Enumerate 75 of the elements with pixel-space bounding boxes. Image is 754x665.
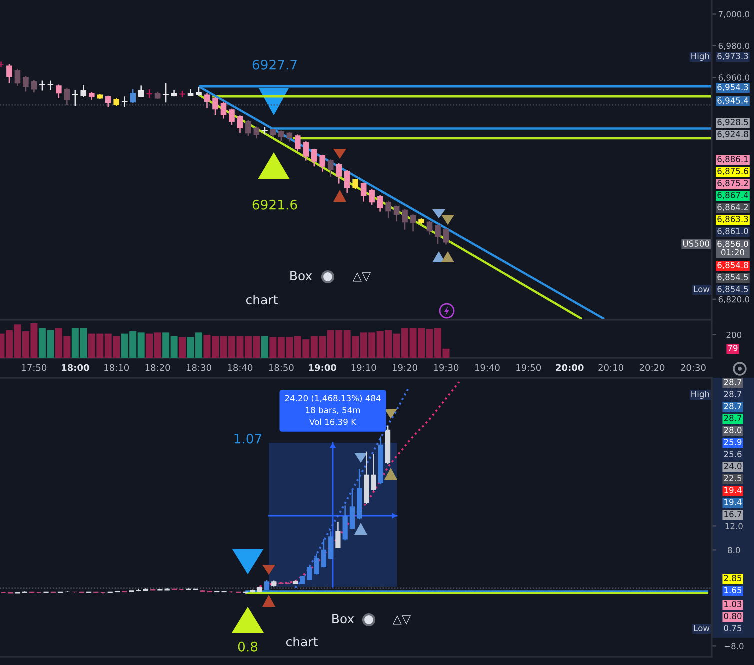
text: 28.7 bbox=[724, 391, 742, 398]
text: 6,854.5 bbox=[718, 274, 748, 282]
text: 6,861.0 bbox=[718, 228, 748, 236]
annotation: △▽ bbox=[392, 616, 412, 625]
annotation: 24.20 (1,468.13%) 484 18 bars, 54m Vol 16.39 K bbox=[285, 395, 381, 426]
annotation: chart bbox=[286, 636, 318, 647]
annotation: 6921.6 bbox=[252, 200, 298, 210]
x-tick-label: 20:10 bbox=[598, 364, 624, 372]
text: 28.7 bbox=[724, 379, 742, 386]
annotation: High bbox=[692, 52, 710, 62]
text: 6,973.3 bbox=[718, 53, 748, 60]
text: 22.5 bbox=[724, 475, 742, 482]
text: 0.80 bbox=[724, 613, 742, 620]
text: 28.7 bbox=[724, 415, 742, 422]
x-tick-label: 20:00 bbox=[556, 364, 584, 372]
y-tick-label: 7,000.0 bbox=[718, 11, 750, 18]
y-tick-label: 6,820.0 bbox=[718, 296, 750, 304]
x-tick-label: 18:00 bbox=[62, 364, 90, 372]
text: 6,875.2 bbox=[718, 180, 748, 188]
text: 6,867.4 bbox=[718, 192, 748, 200]
y-tick-label: 12.0 bbox=[726, 523, 743, 530]
annotation: High bbox=[692, 390, 710, 400]
text: 25.9 bbox=[724, 439, 742, 446]
annotation: 1.07 bbox=[234, 434, 262, 444]
x-tick-label: 18:20 bbox=[146, 364, 170, 372]
x-tick-label: 19:20 bbox=[393, 364, 418, 372]
annotation: US500 bbox=[683, 240, 710, 247]
text: 0.75 bbox=[724, 625, 742, 632]
x-tick-label: 20:30 bbox=[681, 364, 706, 372]
x-tick-label: 18:30 bbox=[186, 364, 212, 372]
text: 28.7 bbox=[724, 403, 742, 410]
y-tick-label: 6,960.0 bbox=[718, 74, 750, 82]
annotation: Low bbox=[694, 625, 710, 632]
text: 28.0 bbox=[724, 427, 742, 434]
annotation: Low bbox=[694, 286, 710, 292]
x-tick-label: 18:40 bbox=[228, 364, 253, 372]
y-tick-label: 6,980.0 bbox=[718, 42, 750, 50]
text: 6,928.5 bbox=[718, 119, 748, 126]
x-tick-label: 18:10 bbox=[104, 364, 130, 372]
text: 25.6 bbox=[724, 451, 742, 458]
annotation: △▽ bbox=[352, 272, 372, 282]
text: 6,864.2 bbox=[718, 204, 748, 212]
x-tick-label: 17:50 bbox=[22, 364, 47, 372]
x-tick-label: 18:50 bbox=[269, 364, 294, 372]
x-tick-label: 19:30 bbox=[434, 364, 459, 372]
x-tick-label: 19:10 bbox=[352, 364, 376, 372]
text: 19.4 bbox=[724, 487, 742, 494]
text: 1.03 bbox=[724, 601, 742, 608]
annotation: 6927.7 bbox=[252, 60, 297, 70]
text: 6,886.1 bbox=[718, 156, 748, 164]
y-tick-label: 200 bbox=[726, 332, 742, 338]
text: 6,854.5 bbox=[718, 286, 748, 294]
text: 6,945.4 bbox=[718, 98, 748, 105]
text: 6,856.0 01:20 bbox=[718, 240, 748, 256]
x-tick-label: 19:40 bbox=[475, 364, 500, 372]
annotation: chart bbox=[246, 294, 278, 305]
text: 16.7 bbox=[724, 511, 742, 518]
x-tick-label: 19:50 bbox=[516, 364, 542, 372]
annotation: Box bbox=[332, 614, 354, 624]
text: 6,924.8 bbox=[718, 131, 748, 138]
annotation: 0.8 bbox=[238, 642, 258, 652]
text: 6,875.6 bbox=[718, 168, 748, 176]
annotation: Box bbox=[290, 271, 312, 281]
text: 24.0 bbox=[724, 463, 742, 470]
text: 1.65 bbox=[724, 587, 742, 594]
y-tick-label: 8.0 bbox=[728, 547, 740, 554]
text: 6,863.3 bbox=[718, 216, 748, 224]
text: 79 bbox=[728, 345, 738, 352]
y-tick-label: −8.0 bbox=[724, 643, 744, 650]
x-tick-label: 20:20 bbox=[640, 364, 665, 372]
text: 19.4 bbox=[724, 499, 742, 506]
text: 2.85 bbox=[724, 575, 742, 582]
text: 6,854.8 bbox=[718, 262, 748, 270]
x-tick-label: 19:00 bbox=[309, 364, 337, 372]
text: 6,954.3 bbox=[718, 84, 748, 92]
